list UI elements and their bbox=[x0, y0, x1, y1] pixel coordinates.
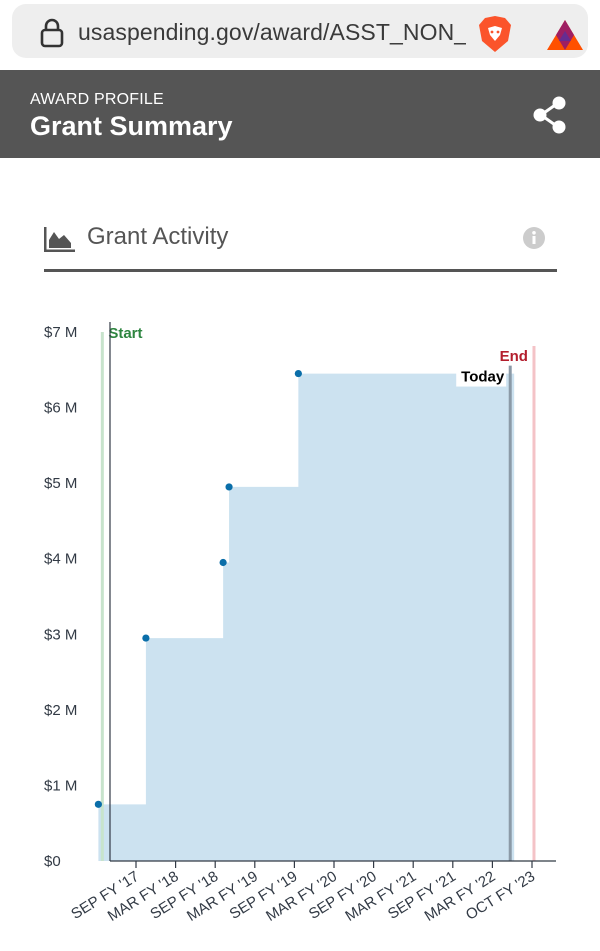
today-label: Today bbox=[461, 369, 505, 386]
address-bar[interactable]: usaspending.gov/award/ASST_NON_ bbox=[12, 4, 588, 58]
share-icon[interactable] bbox=[532, 95, 568, 135]
section-title: Grant Activity bbox=[87, 223, 229, 250]
y-tick-label: $7 M bbox=[44, 324, 77, 341]
brave-icon[interactable] bbox=[478, 15, 512, 53]
url-text[interactable]: usaspending.gov/award/ASST_NON_ bbox=[78, 19, 466, 45]
funding-area bbox=[98, 373, 515, 861]
lock-icon bbox=[40, 18, 64, 48]
y-tick-label: $0 bbox=[44, 853, 61, 870]
grant-activity-chart: Start Today End $0 $1 M $2 M $3 M $4 M $5 M $6 M $… bbox=[44, 322, 556, 925]
area-chart-icon bbox=[44, 227, 75, 252]
end-label: End bbox=[500, 348, 528, 365]
today-label-bg bbox=[456, 366, 507, 387]
y-tick-label: $4 M bbox=[44, 551, 77, 568]
y-tick-label: $3 M bbox=[44, 626, 77, 643]
data-point bbox=[94, 800, 102, 808]
bat-icon[interactable] bbox=[546, 18, 584, 52]
y-tick-label: $6 M bbox=[44, 400, 77, 417]
data-point bbox=[142, 634, 150, 642]
data-point bbox=[294, 369, 302, 378]
data-point bbox=[219, 558, 227, 567]
y-tick-label: $2 M bbox=[44, 702, 77, 719]
grant-activity-heading: Grant Activity bbox=[44, 218, 557, 272]
data-point bbox=[225, 483, 233, 491]
y-tick-label: $1 M bbox=[44, 777, 77, 794]
page-title: Grant Summary bbox=[30, 111, 233, 141]
start-label: Start bbox=[108, 325, 142, 342]
y-tick-label: $5 M bbox=[44, 475, 77, 492]
info-icon[interactable] bbox=[522, 226, 546, 250]
header-eyebrow: AWARD PROFILE bbox=[30, 91, 164, 108]
browser-bar: usaspending.gov/award/ASST_NON_ bbox=[0, 0, 600, 70]
page-header: AWARD PROFILE Grant Summary bbox=[0, 70, 600, 158]
